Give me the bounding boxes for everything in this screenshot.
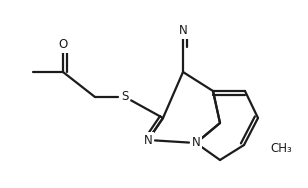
Text: O: O [59, 39, 68, 52]
Text: N: N [192, 136, 201, 149]
Text: N: N [179, 24, 187, 37]
Text: CH₃: CH₃ [270, 142, 292, 155]
Text: N: N [144, 133, 152, 146]
Text: S: S [121, 90, 129, 104]
